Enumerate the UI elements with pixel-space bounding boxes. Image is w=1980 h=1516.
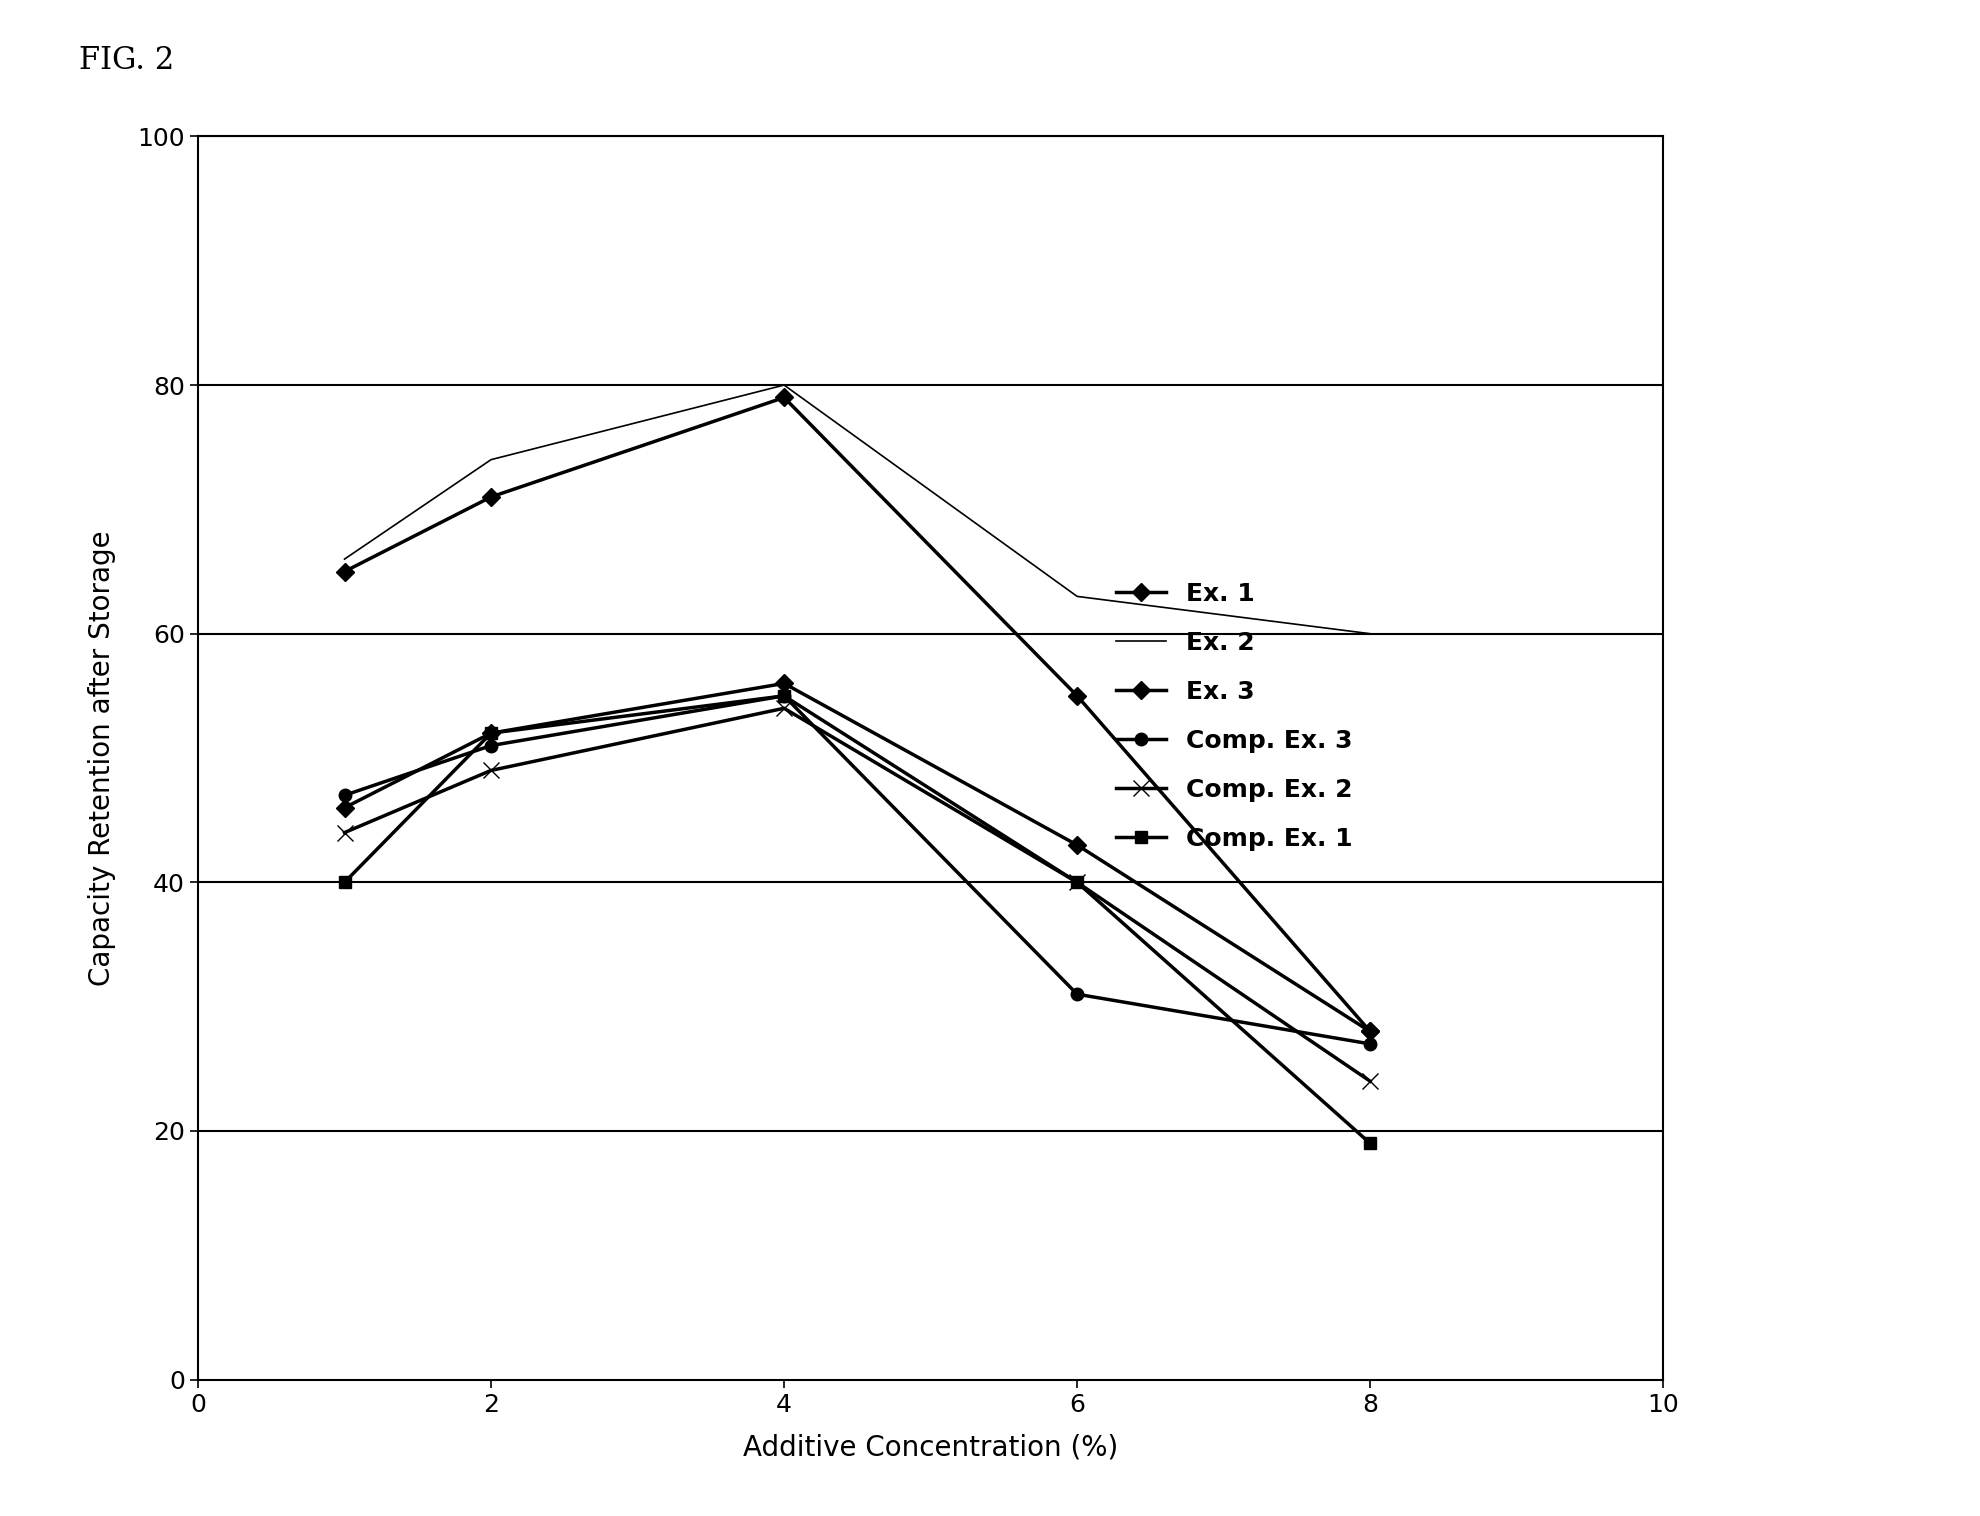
Legend: Ex. 1, Ex. 2, Ex. 3, Comp. Ex. 3, Comp. Ex. 2, Comp. Ex. 1: Ex. 1, Ex. 2, Ex. 3, Comp. Ex. 3, Comp. … [1107, 572, 1362, 861]
X-axis label: Additive Concentration (%): Additive Concentration (%) [742, 1434, 1119, 1461]
Y-axis label: Capacity Retention after Storage: Capacity Retention after Storage [89, 531, 117, 985]
Text: FIG. 2: FIG. 2 [79, 45, 174, 76]
